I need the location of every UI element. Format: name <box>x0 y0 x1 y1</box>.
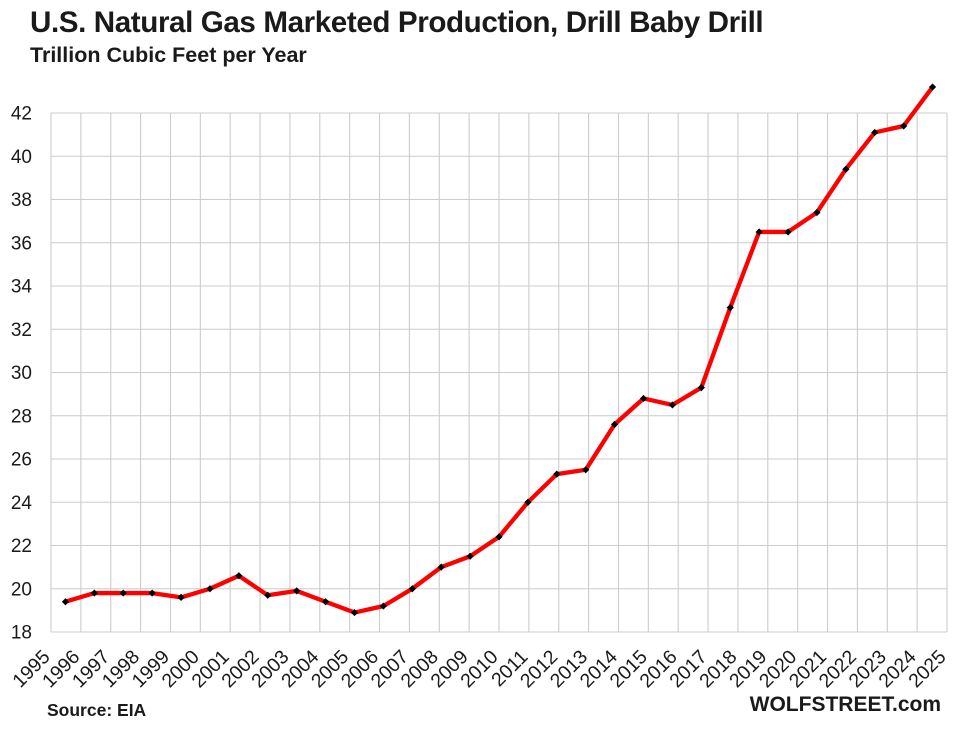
svg-text:42: 42 <box>11 104 32 125</box>
svg-text:40: 40 <box>11 147 32 168</box>
svg-text:32: 32 <box>11 320 32 341</box>
svg-text:30: 30 <box>11 363 32 384</box>
svg-text:24: 24 <box>11 493 33 514</box>
svg-text:20: 20 <box>11 579 32 600</box>
svg-text:26: 26 <box>11 450 32 471</box>
svg-text:28: 28 <box>11 406 32 427</box>
svg-text:18: 18 <box>11 623 32 644</box>
svg-text:34: 34 <box>11 277 33 298</box>
svg-text:36: 36 <box>11 233 32 254</box>
svg-text:38: 38 <box>11 190 32 211</box>
svg-text:22: 22 <box>11 536 32 557</box>
